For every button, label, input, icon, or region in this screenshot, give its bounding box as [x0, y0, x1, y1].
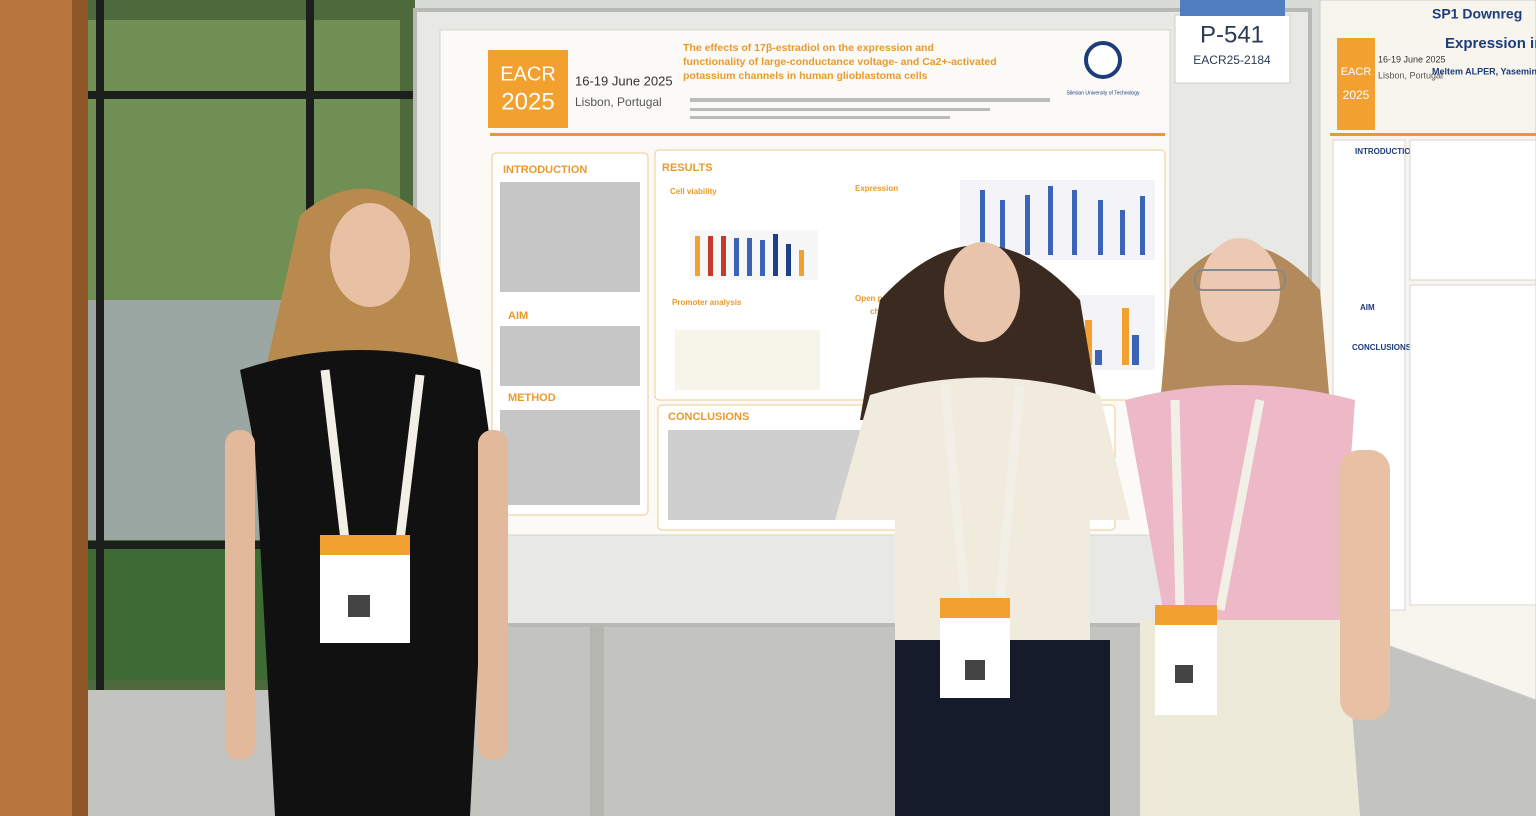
neighbor-title: SP1 Downreg	[1432, 6, 1522, 22]
header-rule	[490, 133, 1165, 136]
label-strip	[1180, 0, 1285, 16]
neighbor-authors: Meltem ALPER, Yasemin KELEŞ	[1432, 66, 1536, 76]
logo-bottom: 2025	[501, 88, 554, 115]
section-heading: RESULTS	[662, 162, 713, 174]
subsection-heading: Expression	[855, 184, 898, 193]
subsection-heading: Cell viability	[670, 187, 717, 196]
neighbor-figure	[1409, 139, 1536, 281]
section-heading: AIM	[508, 310, 528, 322]
authors-placeholder	[690, 98, 1050, 119]
neighbor-dates: 16-19 June 2025	[1378, 54, 1446, 64]
person	[835, 242, 1130, 816]
wood-edge	[72, 0, 88, 816]
neighbor-title: Expression in Colore	[1445, 35, 1536, 52]
neighbor-section: CONCLUSIONS	[1352, 343, 1412, 352]
neighbor-logo-bottom: 2025	[1343, 88, 1370, 102]
person	[1125, 238, 1390, 816]
neighbor-section: AIM	[1360, 303, 1375, 312]
poster-title: functionality of large-conductance volta…	[683, 56, 997, 68]
poster-logo	[488, 50, 568, 128]
section-heading: METHOD	[508, 392, 556, 404]
neighbor-section: INTRODUCTION	[1355, 147, 1417, 156]
board-leg	[590, 625, 604, 816]
person	[225, 188, 508, 816]
poster-title: potassium channels in human glioblastoma…	[683, 70, 928, 82]
neighbor-logo-top: EACR	[1341, 66, 1372, 78]
section-heading: INTRODUCTION	[503, 164, 587, 176]
section-heading: CONCLUSIONS	[668, 411, 749, 423]
poster-code: EACR25-2184	[1193, 53, 1271, 67]
logo-top: EACR	[500, 63, 556, 85]
board-label	[1174, 14, 1291, 84]
subsection-heading: Promoter analysis	[672, 298, 742, 307]
neighbor-location: Lisbon, Portugal	[1378, 70, 1443, 80]
neighbor-logo	[1337, 38, 1375, 130]
poster-number: P-541	[1200, 21, 1264, 48]
university-name: Silesian University of Technology	[1066, 90, 1140, 96]
poster-location: Lisbon, Portugal	[575, 95, 662, 109]
neighbor-rule	[1330, 133, 1536, 136]
body-text-placeholder	[500, 182, 640, 505]
university-logo	[1084, 41, 1122, 79]
poster-title: The effects of 17β-estradiol on the expr…	[683, 42, 934, 54]
poster-dates: 16-19 June 2025	[575, 73, 673, 88]
neighbor-figure	[1409, 284, 1536, 606]
